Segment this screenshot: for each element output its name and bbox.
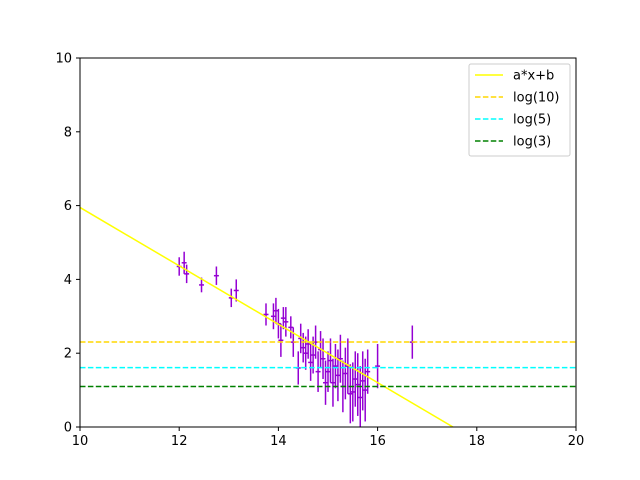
data-point: [181, 251, 187, 274]
data-point: [320, 338, 326, 380]
data-point: [213, 266, 219, 285]
legend-entry: log(3): [475, 135, 551, 150]
legend-box: [468, 63, 571, 157]
data-point: [199, 277, 204, 293]
data-point: [184, 264, 190, 284]
legend-label: log(3): [513, 135, 551, 150]
x-tick-label: 18: [469, 434, 486, 449]
legend-label: a*x+b: [513, 69, 554, 84]
legend-entry: log(5): [475, 113, 551, 128]
legend: a*x+b log(10) log(5) log(3): [468, 63, 571, 157]
y-tick-label: 2: [64, 347, 72, 362]
data-point: [308, 343, 314, 381]
y-tick-label: 4: [64, 273, 72, 288]
data-point: [280, 307, 286, 330]
data-point: [305, 329, 311, 359]
y-tick-label: 0: [64, 421, 72, 436]
data-point: [315, 351, 321, 392]
data-point: [270, 303, 276, 330]
x-tick-label: 12: [171, 434, 188, 449]
legend-label: log(10): [513, 91, 560, 106]
data-point: [357, 366, 363, 427]
plot-frame: [79, 57, 577, 428]
data-point: [283, 307, 289, 337]
data-point: [332, 343, 338, 389]
plot-data-layer: [80, 206, 576, 427]
data-point: [355, 353, 361, 416]
data-point: [328, 338, 333, 383]
data-point: [278, 323, 284, 357]
data-point: [350, 362, 356, 422]
y-tick-label: 10: [55, 52, 72, 67]
data-point: [273, 297, 279, 324]
x-tick-label: 10: [72, 434, 89, 449]
axes: 10 12 14 16 18 20 0 2 4 6 8 10: [55, 52, 584, 450]
data-point: [342, 347, 348, 400]
legend-entry: log(10): [475, 91, 560, 106]
data-point: [352, 351, 358, 407]
data-point: [375, 343, 381, 389]
data-point: [325, 351, 331, 392]
y-tick-label: 6: [64, 199, 72, 214]
x-tick-label: 14: [270, 434, 287, 449]
data-point: [337, 334, 343, 383]
data-point: [263, 303, 269, 326]
x-tick-label: 16: [369, 434, 386, 449]
data-point: [288, 316, 294, 339]
data-point: [362, 358, 368, 422]
series-line-0: [80, 206, 454, 427]
data-point: [347, 364, 353, 424]
data-point: [300, 332, 306, 363]
x-tick-label: 20: [568, 434, 585, 449]
y-tick-label: 8: [64, 125, 72, 140]
data-point: [233, 279, 239, 302]
legend-entry: a*x+b: [475, 69, 554, 84]
legend-label: log(5): [513, 113, 551, 128]
data-point: [360, 351, 366, 411]
